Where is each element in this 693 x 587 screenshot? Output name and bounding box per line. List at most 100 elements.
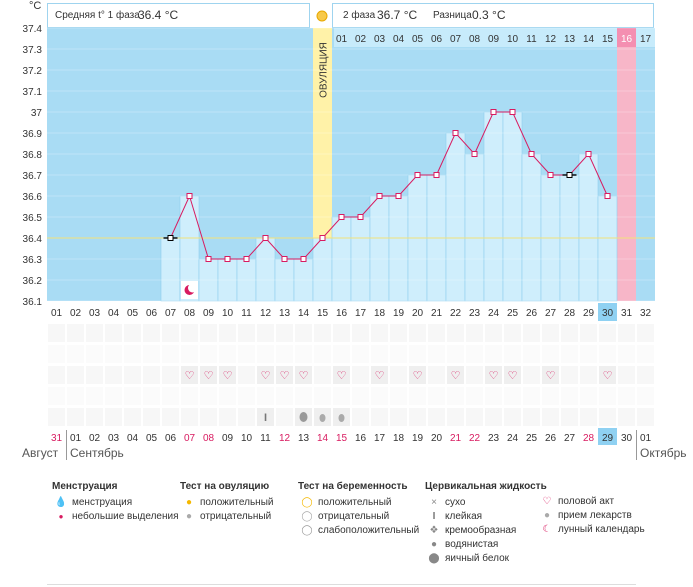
- calendar-date-label: 01: [640, 433, 652, 444]
- preg-positive-icon: ◯: [301, 497, 313, 508]
- grid-cell: [86, 324, 103, 342]
- heart-icon: ♡: [542, 496, 552, 507]
- phase1-label: Средняя t° 1 фаза: [55, 10, 140, 21]
- cycle-day-label: 15: [317, 308, 329, 319]
- temp-bar: [160, 237, 181, 302]
- heart-icon: ♡: [204, 369, 214, 382]
- legend-item-dry: × сухо: [425, 496, 547, 510]
- grid-cell: [219, 324, 236, 342]
- legend-item-preg-negative: ◯ отрицательный: [301, 511, 390, 522]
- grid-cell: [48, 324, 65, 342]
- grid-cell: [238, 366, 255, 384]
- cycle-day-label: 08: [184, 308, 196, 319]
- heart-cell: [295, 366, 312, 384]
- grid-cell: [162, 324, 179, 342]
- temp-point: [395, 193, 402, 199]
- cycle-day-label: 16: [336, 308, 348, 319]
- calendar-date-label: 19: [412, 433, 424, 444]
- temp-point: [547, 172, 554, 178]
- grid-cell: [352, 408, 369, 426]
- y-axis-unit: °C: [29, 0, 42, 12]
- legend-item-preg-positive: ◯ положительный: [301, 497, 392, 508]
- cycle-day-label: 13: [279, 308, 291, 319]
- grid-cell: [162, 408, 179, 426]
- phase2-day-label: 17: [640, 34, 652, 45]
- sun-icon: [316, 10, 328, 22]
- heart-icon: ♡: [603, 369, 613, 382]
- calendar-date-label: 11: [260, 433, 271, 444]
- grid-cell: [238, 387, 255, 405]
- sticky-icon: I: [264, 412, 267, 424]
- grid-cell: [390, 324, 407, 342]
- grid-cell: [466, 387, 483, 405]
- heart-icon: ♡: [375, 369, 385, 382]
- cycle-day-label: 01: [51, 308, 63, 319]
- cycle-day-label: 20: [412, 308, 424, 319]
- phase2-day-label: 13: [564, 34, 576, 45]
- grid-cell: [390, 387, 407, 405]
- grid-cell: [257, 324, 274, 342]
- grid-cell: [124, 387, 141, 405]
- calendar-date-label: 22: [469, 433, 481, 444]
- grid-cell: [67, 345, 84, 363]
- grid-cell: [542, 345, 559, 363]
- grid-cell: [618, 324, 635, 342]
- grid-cell: [124, 366, 141, 384]
- watery-icon: ●: [430, 539, 438, 550]
- temp-point: [509, 109, 516, 115]
- grid-cell: [542, 324, 559, 342]
- phase2-day-label: 08: [469, 34, 481, 45]
- y-tick-label: 37.4: [23, 24, 43, 35]
- temp-point: [319, 235, 326, 241]
- heart-cell: [200, 366, 217, 384]
- temp-bar: [369, 195, 390, 302]
- heart-cell: [542, 366, 559, 384]
- preg-weak-icon: ◯: [301, 525, 313, 536]
- legend-item-preg-weak: ◯ слабоположительный: [301, 525, 420, 536]
- cycle-day-label: 19: [393, 308, 405, 319]
- grid-cell: [181, 324, 198, 342]
- grid-cell: [333, 345, 350, 363]
- grid-cell: [485, 408, 502, 426]
- calendar-date-label: 06: [165, 433, 177, 444]
- grid-cell: [371, 324, 388, 342]
- phase1-value: 36.4 °C: [138, 8, 179, 22]
- phase2-day-label: 14: [583, 34, 595, 45]
- legend-item-ovu-negative: ● отрицательный: [180, 510, 273, 524]
- calendar-date-label: 13: [298, 433, 310, 444]
- grid-cell: [276, 387, 293, 405]
- heart-cell: [333, 366, 350, 384]
- cycle-day-label: 14: [298, 308, 310, 319]
- cycle-day-label: 22: [450, 308, 462, 319]
- grid-cell: [428, 408, 445, 426]
- temp-point: [414, 172, 421, 178]
- grid-cell: [561, 408, 578, 426]
- cycle-day-label: 23: [469, 308, 481, 319]
- legend-ovulation-test: Тест на овуляцию ● положительный ● отрицат…: [180, 481, 273, 524]
- grid-cell: [409, 387, 426, 405]
- grid-cell: [409, 345, 426, 363]
- grid-cell: [105, 387, 122, 405]
- calendar-date-label: 27: [564, 433, 576, 444]
- cycle-day-label: 30: [602, 308, 614, 319]
- grid-cell: [314, 387, 331, 405]
- grid-cell: [67, 366, 84, 384]
- grid-cell: [219, 408, 236, 426]
- calendar-date-label: 21: [450, 433, 462, 444]
- grid-cell: [523, 345, 540, 363]
- y-tick-label: 36.5: [23, 213, 43, 224]
- calendar-date-label: 26: [545, 433, 557, 444]
- grid-cell: [105, 324, 122, 342]
- grid-cell: [143, 345, 160, 363]
- grid-cell: [561, 366, 578, 384]
- cycle-day-label: 26: [526, 308, 538, 319]
- grid-cell: [637, 345, 654, 363]
- grid-cell: [618, 345, 635, 363]
- legend-item-eggwhite: ⬤ яичный белок: [428, 553, 510, 564]
- cycle-day-label: 31: [621, 308, 633, 319]
- calendar-date-label: 18: [393, 433, 405, 444]
- grid-cell: [466, 408, 483, 426]
- month-end-label: Октябрь: [640, 446, 687, 460]
- grid-cell: [257, 387, 274, 405]
